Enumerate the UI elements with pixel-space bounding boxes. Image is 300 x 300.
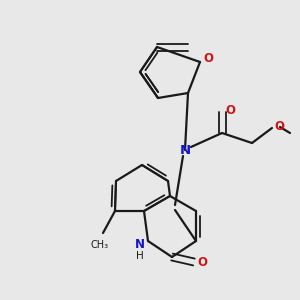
Text: O: O xyxy=(274,119,284,133)
Text: O: O xyxy=(225,103,235,116)
Text: CH₃: CH₃ xyxy=(91,240,109,250)
Text: N: N xyxy=(135,238,145,250)
Text: N: N xyxy=(179,143,191,157)
Text: H: H xyxy=(136,251,144,261)
Text: O: O xyxy=(197,256,207,268)
Text: O: O xyxy=(203,52,213,65)
